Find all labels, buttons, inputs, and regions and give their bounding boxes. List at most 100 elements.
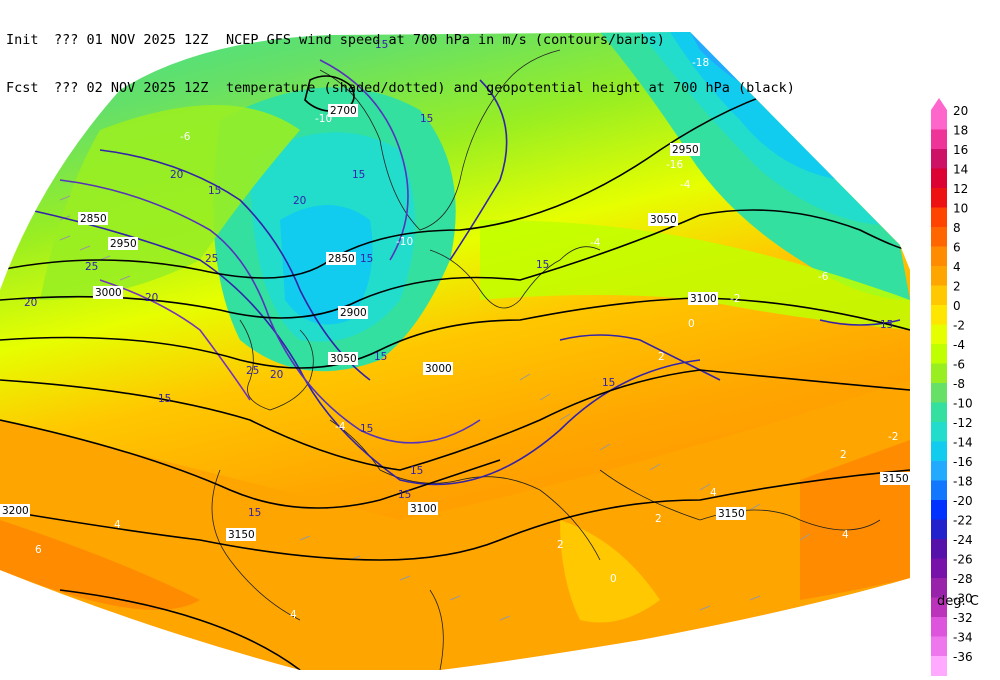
- colorbar-label: -20: [953, 494, 973, 508]
- wind-label: 20: [145, 292, 158, 304]
- colorbar-label: -26: [953, 553, 973, 567]
- colorbar-label: -18: [953, 475, 973, 489]
- temperature-labels: -6 -10 -10 -4 -4 -2 0 2 2 2 4 4 4 6 -18 …: [35, 57, 898, 621]
- temp-label: -4: [680, 179, 691, 191]
- wind-label: 25: [85, 261, 98, 273]
- wind-barbs: [59, 195, 871, 621]
- colorbar-label: 8: [953, 221, 961, 235]
- fcst-label: Fcst: [6, 80, 39, 96]
- wind-label: 15: [158, 393, 171, 405]
- temp-label: 4: [710, 487, 717, 499]
- colorbar-label: 4: [953, 260, 961, 274]
- colorbar-swatch: [931, 207, 947, 228]
- colorbar-swatch: [931, 188, 947, 208]
- height-label: 3150: [882, 473, 909, 485]
- colorbar-swatch: [931, 129, 947, 150]
- wind-speed-contours: [29, 59, 901, 486]
- temp-label: -4: [590, 237, 601, 249]
- colorbar-swatch: [931, 539, 947, 559]
- height-label: 3000: [95, 287, 122, 299]
- colorbar-swatch: [931, 246, 947, 267]
- geopotential-height-contours: [0, 75, 910, 670]
- height-label: 2850: [328, 253, 355, 265]
- height-label: 3100: [410, 503, 437, 515]
- colorbar-label: 20: [953, 104, 968, 118]
- colorbar-swatch: [931, 597, 947, 618]
- colorbar-label: 18: [953, 124, 968, 138]
- wind-label: 15: [398, 489, 411, 501]
- colorbar-label: -28: [953, 572, 973, 586]
- colorbar-label: -8: [953, 377, 965, 391]
- header-line-fcst: Fcst ??? 02 NOV 2025 12Z temperature (sh…: [6, 80, 795, 96]
- height-label: 2950: [672, 144, 699, 156]
- temp-label: -2: [730, 293, 740, 305]
- colorbar-swatch: [931, 402, 947, 423]
- temp-label: -16: [666, 159, 683, 171]
- fcst-date: ??? 02 NOV 2025 12Z: [54, 80, 209, 96]
- wind-label: 15: [360, 253, 373, 265]
- temp-label: -6: [180, 131, 191, 143]
- temp-label: 4: [114, 519, 121, 531]
- temp-label: -18: [692, 57, 709, 69]
- temp-label: 0: [688, 318, 695, 330]
- wind-label: 15: [352, 169, 365, 181]
- wind-label: 15: [880, 319, 893, 331]
- colorbar-label: 12: [953, 182, 968, 196]
- wind-label: 15: [602, 377, 615, 389]
- temp-label: 6: [35, 544, 42, 556]
- colorbar-swatch: [931, 578, 947, 598]
- height-label: 3050: [650, 214, 677, 226]
- colorbar-swatch: [931, 617, 947, 637]
- colorbar-label: 10: [953, 202, 968, 216]
- colorbar-swatch: [931, 168, 947, 189]
- temp-label: -10: [396, 236, 413, 248]
- colorbar-swatch: [931, 383, 947, 403]
- height-label: 2850: [80, 213, 107, 225]
- height-label: 2700: [330, 105, 357, 117]
- colorbar-swatch: [931, 110, 947, 130]
- wind-label: 15: [410, 465, 423, 477]
- colorbar-label: -6: [953, 358, 965, 372]
- colorbar-swatch: [931, 227, 947, 247]
- colorbar-swatch: [931, 344, 947, 364]
- temp-label: -2: [888, 431, 898, 443]
- height-label: 2950: [110, 238, 137, 250]
- colorbar-swatch: [931, 500, 947, 520]
- wind-label: 15: [375, 39, 388, 51]
- height-label: 3050: [330, 353, 357, 365]
- wind-label: 15: [248, 507, 261, 519]
- wind-label: 15: [536, 259, 549, 271]
- colorbar-swatch: [931, 558, 947, 579]
- height-label: 3200: [2, 505, 29, 517]
- colorbar-swatch: [931, 285, 947, 306]
- wind-label: 20: [293, 195, 306, 207]
- temp-label: -10: [315, 113, 332, 125]
- temp-label: -6: [818, 271, 829, 283]
- wind-label: 25: [205, 253, 218, 265]
- colorbar-label: -4: [953, 338, 965, 352]
- height-label: 3000: [425, 363, 452, 375]
- wind-label: 20: [270, 369, 283, 381]
- colorbar-swatch: [931, 305, 947, 325]
- colorbar-label: 0: [953, 299, 961, 313]
- colorbar-label: 14: [953, 163, 968, 177]
- map-subtitle: temperature (shaded/dotted) and geopoten…: [226, 80, 795, 96]
- colorbar-swatch: [931, 266, 947, 286]
- header-line-init: Init ??? 01 NOV 2025 12Z NCEP GFS wind s…: [6, 32, 795, 48]
- map-header: Init ??? 01 NOV 2025 12Z NCEP GFS wind s…: [6, 0, 795, 112]
- colorbar-label: -12: [953, 416, 973, 430]
- colorbar-swatch: [931, 636, 947, 657]
- temp-label: 0: [610, 573, 617, 585]
- temp-label: 4: [842, 529, 849, 541]
- wind-label: 15: [208, 185, 221, 197]
- height-labels: 2700 2850 2850 2900 2950 3000 3000 3050 …: [0, 104, 910, 541]
- colorbar-label: -32: [953, 611, 973, 625]
- colorbar-swatch: [931, 480, 947, 501]
- colorbar-label: -30: [953, 592, 973, 606]
- colorbar-label: 6: [953, 241, 961, 255]
- colorbar-swatch: [931, 324, 947, 345]
- colorbar-label: -34: [953, 631, 973, 645]
